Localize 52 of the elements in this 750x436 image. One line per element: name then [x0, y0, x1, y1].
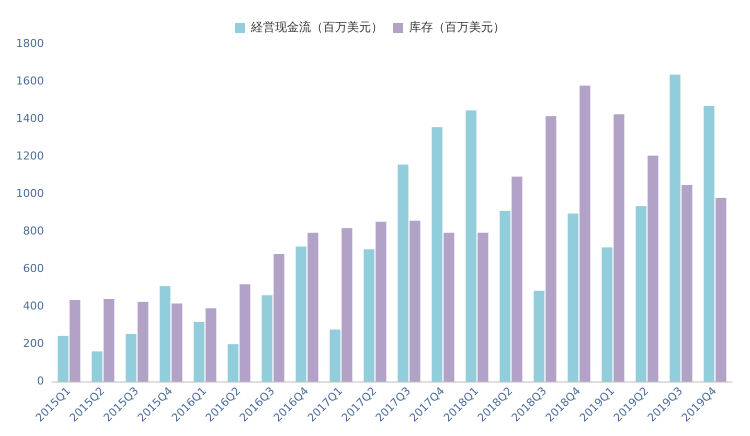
- bar: [580, 86, 590, 382]
- bar: [410, 220, 420, 382]
- bar: [296, 246, 306, 382]
- bar: [568, 213, 578, 382]
- bar: [308, 232, 318, 382]
- bar: [160, 286, 170, 382]
- bar: [342, 228, 352, 382]
- bar: [92, 351, 102, 382]
- y-tick-label: 1800: [16, 36, 44, 50]
- bar: [376, 222, 386, 382]
- bar: [206, 308, 216, 382]
- bar: [262, 295, 272, 382]
- bar: [138, 302, 148, 382]
- bar: [466, 110, 476, 382]
- bar: [704, 106, 714, 382]
- bar: [104, 299, 114, 382]
- bar: [546, 116, 556, 382]
- y-tick-label: 1200: [16, 149, 44, 162]
- bar: [500, 210, 510, 382]
- bar: [172, 304, 182, 382]
- legend-label: 库存（百万美元）: [409, 20, 505, 34]
- bar: [670, 74, 680, 382]
- y-tick-label: 1600: [16, 74, 44, 88]
- bar: [716, 198, 726, 382]
- bar: [478, 232, 488, 382]
- bar: [512, 176, 522, 382]
- bar: [58, 336, 68, 382]
- bar: [330, 329, 340, 382]
- y-tick-label: 0: [36, 374, 44, 388]
- bar: [194, 322, 204, 382]
- y-tick-label: 800: [22, 224, 44, 238]
- bar: [364, 249, 374, 382]
- y-tick-label: 200: [22, 337, 44, 350]
- bar: [432, 127, 442, 382]
- y-tick-label: 1000: [16, 186, 44, 200]
- bar: [274, 254, 284, 382]
- bar: [648, 156, 658, 382]
- bar: [636, 206, 646, 382]
- bar: [228, 344, 238, 382]
- bar: [126, 334, 136, 382]
- bar: [70, 300, 80, 382]
- y-tick-label: 600: [22, 262, 44, 276]
- bar: [534, 290, 544, 382]
- legend-label: 経営现金流（百万美元）: [250, 20, 383, 34]
- bar: [682, 184, 692, 382]
- y-tick-label: 1400: [16, 112, 44, 125]
- y-tick-label: 400: [22, 300, 44, 313]
- bar: [240, 284, 250, 382]
- bar: [444, 232, 454, 382]
- bar: [614, 114, 624, 382]
- bar: [602, 247, 612, 382]
- bar: [398, 164, 408, 382]
